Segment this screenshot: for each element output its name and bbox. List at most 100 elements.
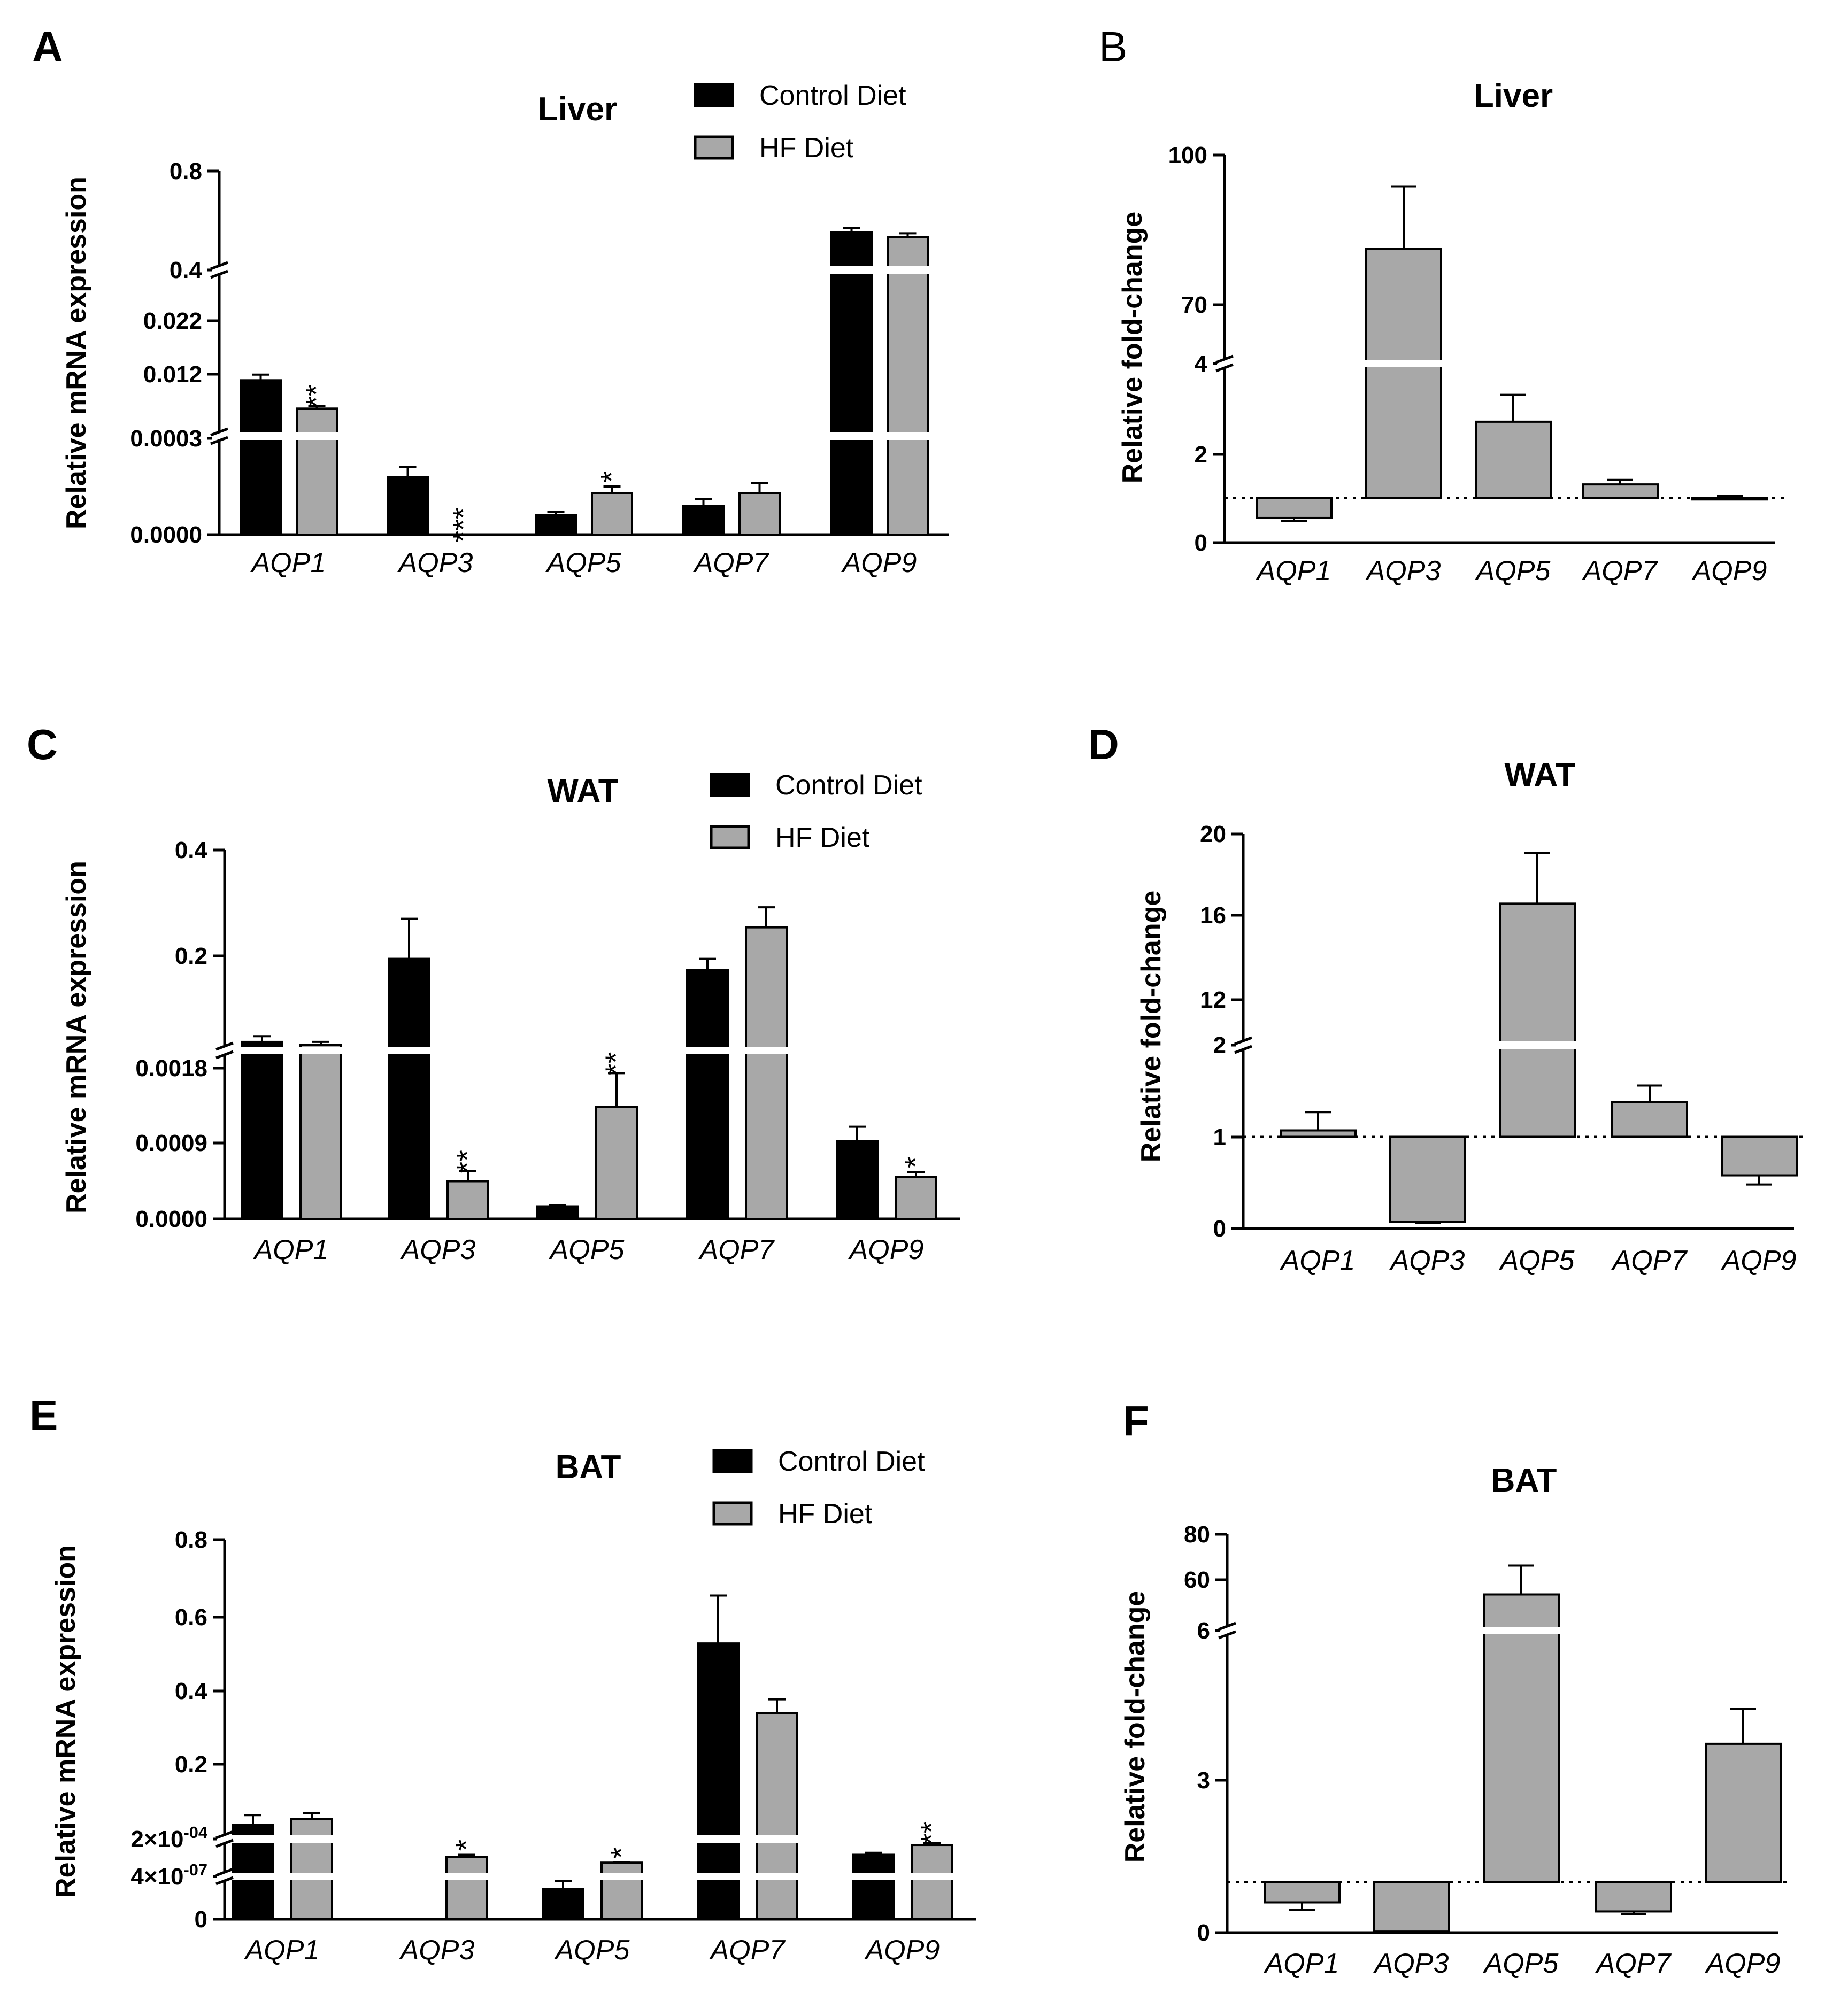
bar — [1483, 1593, 1560, 1883]
bar — [1373, 1881, 1450, 1933]
y-tick-label: 3 — [1197, 1767, 1210, 1794]
chart-title: BAT — [556, 1449, 621, 1486]
bar — [830, 231, 873, 536]
x-tick-label: AQP3 — [397, 547, 473, 578]
bar — [241, 1040, 283, 1220]
axis-break-mark — [215, 1867, 234, 1877]
legend-label: HF Diet — [775, 822, 870, 853]
bar — [290, 1818, 333, 1921]
panel-F: F BAT Relative fold-change 0 3 6 60 80 AQP1 AQP3 A… — [1120, 1397, 1789, 1979]
bar — [682, 505, 725, 536]
bar-break-stripe — [1365, 360, 1442, 367]
y-tick-label: 0.0009 — [135, 1130, 207, 1156]
x-tick-label: AQP1 — [1256, 555, 1331, 586]
x-tick-label: AQP7 — [1582, 555, 1659, 586]
x-tick-label: AQP9 — [848, 1234, 924, 1265]
bar — [1256, 497, 1333, 519]
bar-break-stripe — [830, 432, 873, 440]
bar — [911, 1844, 953, 1921]
x-tick-label: AQP7 — [698, 1234, 775, 1265]
y-tick-label: 0 — [1197, 1920, 1210, 1946]
x-tick-label: AQP9 — [1705, 1948, 1781, 1979]
legend-label: HF Diet — [778, 1498, 873, 1529]
x-tick-label: AQP3 — [1389, 1245, 1465, 1276]
axis-break-mark — [215, 1876, 234, 1886]
y-tick-label: 16 — [1200, 902, 1226, 929]
bar — [1499, 902, 1576, 1138]
x-tick-label: AQP5 — [554, 1935, 630, 1966]
bar — [1280, 1129, 1357, 1138]
bar — [535, 514, 577, 536]
x-tick-label: AQP1 — [1264, 1948, 1339, 1979]
x-tick-label: AQP1 — [250, 547, 326, 578]
x-tick-label: AQP5 — [549, 1234, 625, 1265]
y-tick-label: 0.8 — [170, 158, 202, 184]
bar-break-stripe — [756, 1873, 798, 1880]
y-tick-label: 0.4 — [175, 1678, 208, 1704]
axis-break-mark — [1234, 1036, 1252, 1046]
bar-break-stripe — [911, 1873, 953, 1880]
bar-break-stripe — [697, 1835, 740, 1843]
y-tick-label: 100 — [1168, 142, 1207, 168]
x-tick-label: AQP3 — [1365, 555, 1441, 586]
legend-label: Control Diet — [775, 770, 922, 801]
y-axis-label: Relative mRNA expression — [61, 861, 92, 1214]
bar — [595, 1106, 638, 1220]
y-tick-label: 6 — [1197, 1618, 1210, 1644]
bar — [1264, 1881, 1341, 1904]
bar — [1595, 1881, 1672, 1913]
legend-label: Control Diet — [759, 80, 906, 111]
y-axis-label: Relative fold-change — [1136, 891, 1167, 1163]
bar — [1389, 1135, 1466, 1223]
bar — [387, 476, 429, 536]
x-tick-label: AQP1 — [244, 1935, 320, 1966]
x-tick-label: AQP7 — [693, 547, 770, 578]
y-tick-label: 2 — [1213, 1032, 1226, 1059]
bar — [686, 969, 729, 1220]
bar-break-stripe — [290, 1873, 333, 1880]
panel-A: A Liver Relative mRNA expression 0.0000 0.00… — [32, 23, 949, 578]
bar-break-stripe — [296, 432, 338, 440]
significance-label: ** — [299, 384, 333, 408]
y-tick-label: 0.0003 — [130, 426, 202, 452]
bar — [445, 1856, 488, 1921]
x-tick-label: AQP1 — [1280, 1245, 1356, 1276]
axis-break-mark — [215, 1830, 234, 1840]
legend-swatch — [712, 1501, 753, 1526]
y-tick-label: 1 — [1213, 1124, 1226, 1150]
significance-label: ** — [914, 1822, 948, 1845]
y-tick-label: 0.012 — [143, 361, 202, 388]
bar-break-stripe — [445, 1873, 488, 1880]
legend-swatch — [694, 135, 734, 160]
x-tick-label: AQP9 — [1721, 1245, 1797, 1276]
axis-break-mark — [215, 1050, 234, 1060]
y-axis-label: Relative fold-change — [1117, 212, 1148, 484]
chart-title: Liver — [1474, 78, 1553, 114]
axis-break-mark — [1234, 1045, 1252, 1054]
y-tick-label: 0.4 — [170, 257, 203, 283]
bar — [299, 1044, 342, 1220]
x-tick-label: AQP5 — [1499, 1245, 1575, 1276]
axis-break-mark — [215, 1041, 234, 1051]
bar-break-stripe — [299, 1047, 342, 1054]
x-tick-label: AQP9 — [841, 547, 917, 578]
bar — [542, 1888, 584, 1920]
panel-letter: A — [32, 23, 63, 71]
bar — [756, 1712, 798, 1921]
bar-break-stripe — [241, 1047, 283, 1054]
bar — [1611, 1101, 1688, 1138]
bar-break-stripe — [830, 266, 873, 274]
legend-swatch — [712, 1449, 753, 1473]
y-tick-label: 12 — [1200, 987, 1226, 1013]
x-tick-label: AQP1 — [253, 1234, 329, 1265]
bar — [1582, 483, 1659, 499]
bar-break-stripe — [852, 1873, 895, 1880]
bar-break-stripe — [745, 1047, 788, 1054]
x-tick-label: AQP7 — [1611, 1245, 1688, 1276]
x-tick-label: AQP5 — [545, 547, 622, 578]
bar — [738, 492, 781, 536]
bar — [887, 236, 929, 536]
legend-swatch — [710, 825, 750, 849]
panel-letter: C — [27, 721, 58, 768]
